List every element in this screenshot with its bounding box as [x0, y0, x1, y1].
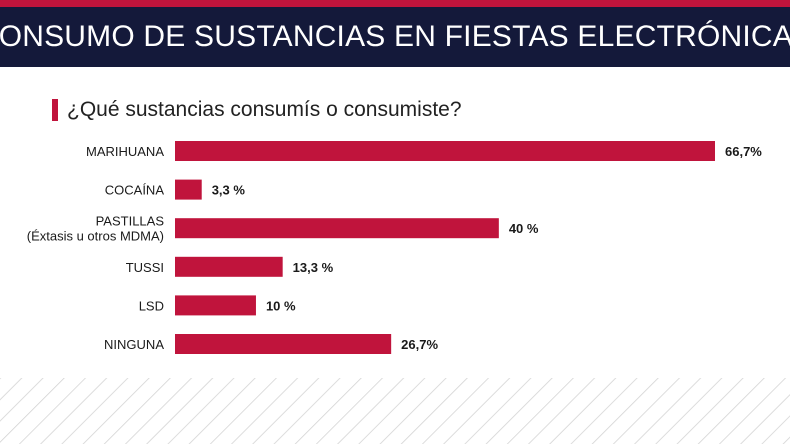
header-banner: CONSUMO DE SUSTANCIAS EN FIESTAS ELECTRÓ… — [0, 7, 790, 67]
value-label: 10 % — [266, 298, 296, 313]
value-label: 13,3 % — [293, 260, 334, 275]
bar — [175, 334, 392, 354]
category-label: MARIHUANA — [86, 144, 164, 159]
category-label: TUSSI — [126, 260, 164, 275]
value-label: 3,3 % — [212, 183, 246, 198]
question-row: ¿Qué sustancias consumís o consumiste? — [52, 96, 462, 124]
bar — [175, 218, 499, 239]
category-label: COCAÍNA — [105, 183, 165, 198]
category-label: (Éxtasis u otros MDMA) — [27, 229, 164, 244]
bar — [175, 295, 256, 316]
question-marker — [52, 99, 58, 121]
chart-title: ¿Qué sustancias consumís o consumiste? — [67, 98, 462, 121]
top-accent-line — [0, 0, 790, 7]
bar — [175, 256, 283, 277]
value-label: 26,7% — [401, 337, 438, 352]
hatch-decoration — [0, 378, 790, 444]
value-label: 40 % — [509, 221, 539, 236]
category-label: LSD — [139, 298, 164, 313]
bar — [175, 141, 715, 161]
value-label: 66,7% — [725, 144, 762, 159]
category-label: PASTILLAS — [96, 214, 165, 229]
bar — [175, 179, 202, 200]
page-title: CONSUMO DE SUSTANCIAS EN FIESTAS ELECTRÓ… — [0, 20, 790, 53]
category-label: NINGUNA — [104, 337, 164, 352]
bar-chart: MARIHUANA 66,7% COCAÍNA 3,3 % PASTILLAS(Éxta… — [27, 141, 762, 354]
